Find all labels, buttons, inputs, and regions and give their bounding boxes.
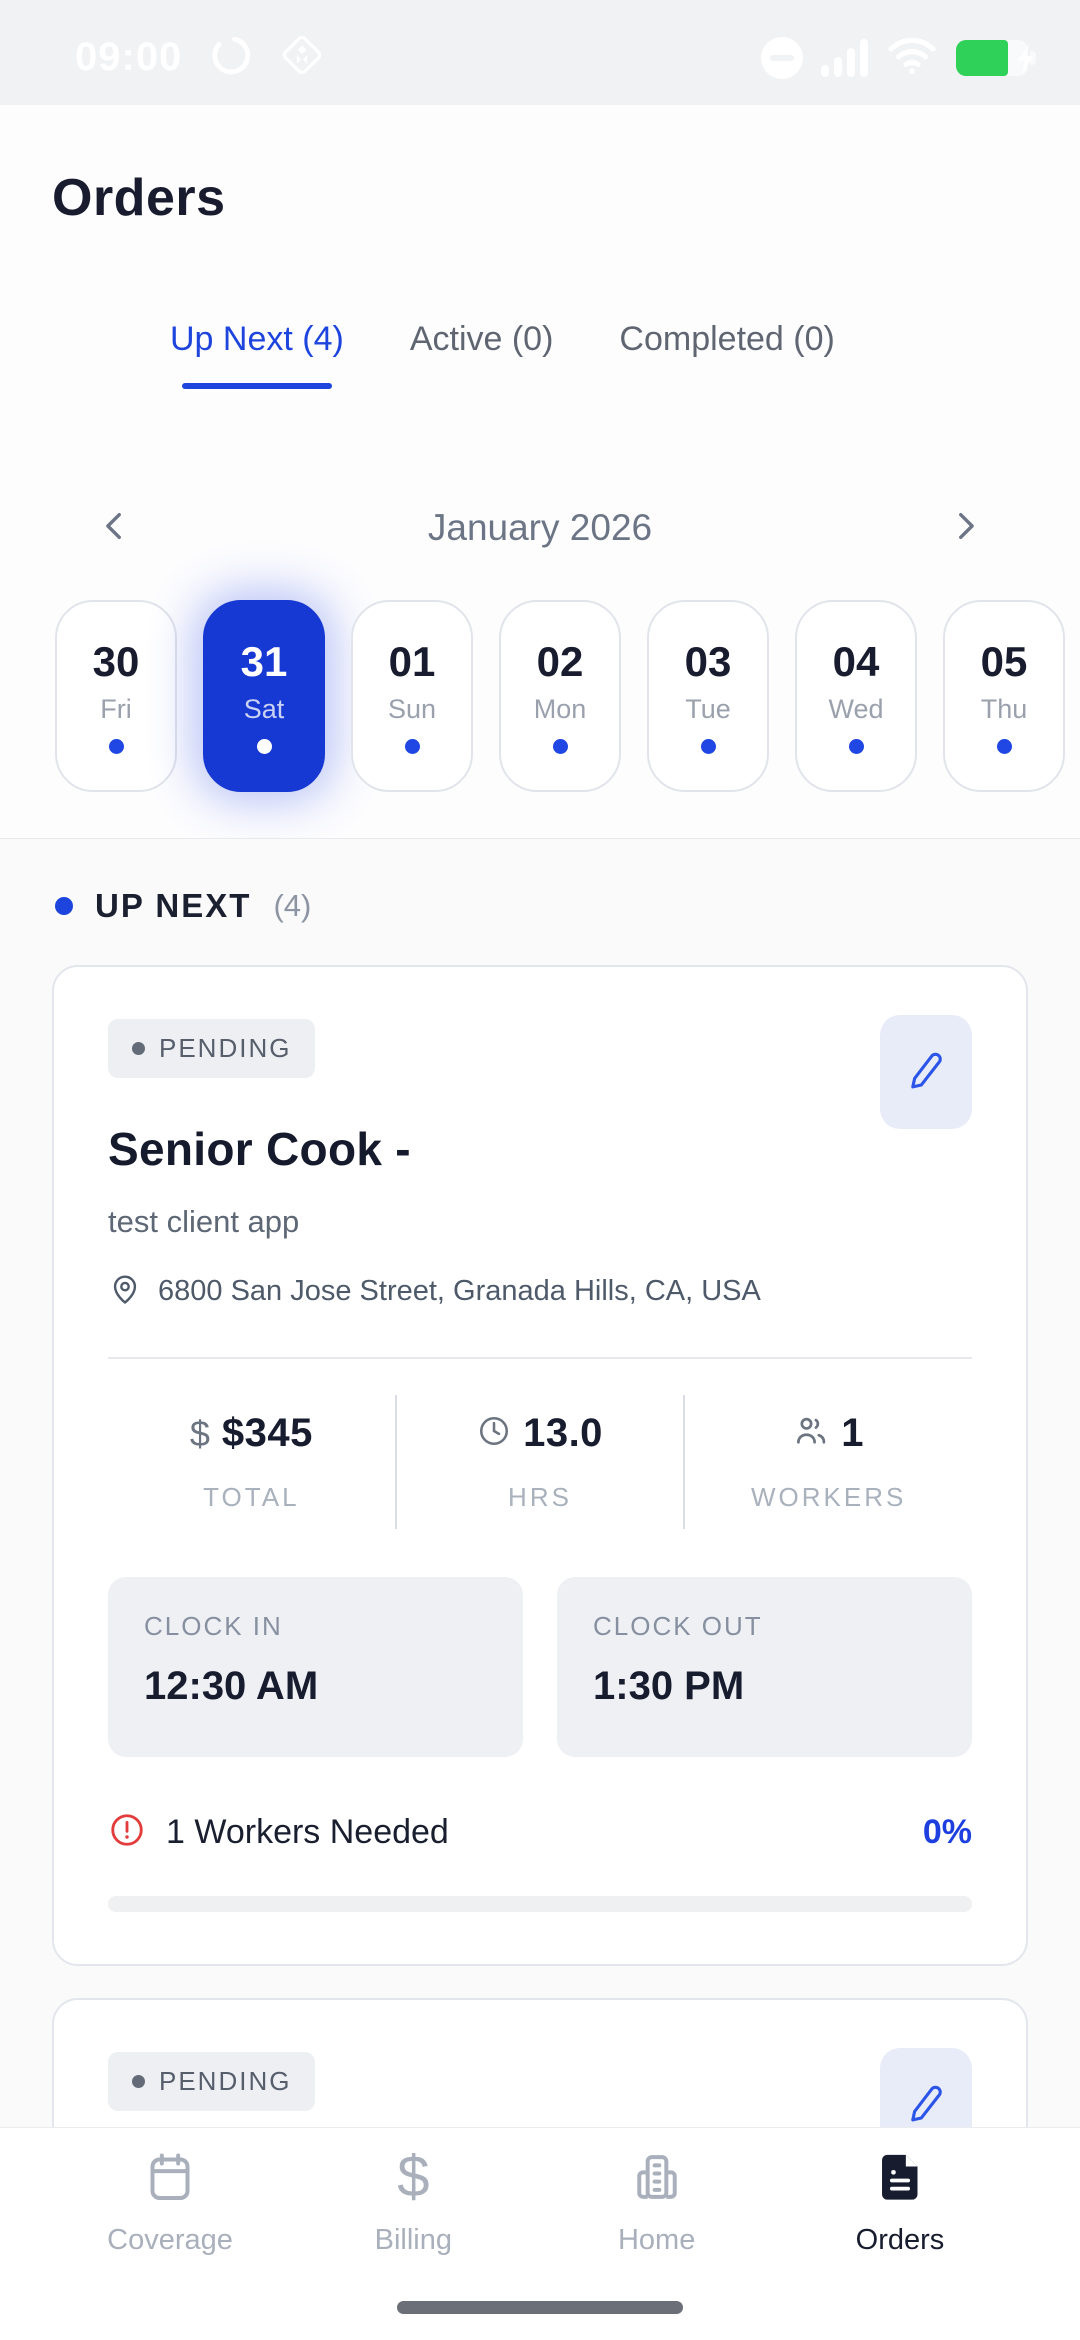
- stat-total: $ $345 TOTAL: [189, 1411, 313, 1512]
- day-card-31-selected[interactable]: 31 Sat: [203, 600, 325, 792]
- section-count: (4): [273, 888, 312, 923]
- battery-charging-icon: [956, 39, 1036, 76]
- order-tabs: Up Next (4) Active (0) Completed (0): [170, 320, 835, 389]
- orders-list-section: UP NEXT (4) PENDING Senior Cook - test c…: [0, 838, 1080, 2340]
- card-divider: [108, 1357, 972, 1359]
- section-header: UP NEXT (4): [0, 839, 1080, 925]
- status-dot: [132, 2075, 145, 2088]
- nav-item-coverage[interactable]: Coverage: [70, 2146, 270, 2340]
- nav-item-orders[interactable]: Orders: [800, 2146, 1000, 2340]
- home-indicator[interactable]: [397, 2301, 683, 2314]
- chevron-right-icon[interactable]: [948, 509, 982, 548]
- clock-times-row: CLOCK IN 12:30 AM CLOCK OUT 1:30 PM: [108, 1577, 972, 1757]
- order-address: 6800 San Jose Street, Granada Hills, CA,…: [158, 1275, 761, 1307]
- pencil-icon: [904, 1048, 948, 1097]
- status-badge: PENDING: [108, 2052, 316, 2111]
- order-client: test client app: [108, 1204, 300, 1239]
- active-tab-underline: [181, 383, 332, 389]
- day-card-05[interactable]: 05 Thu: [943, 600, 1065, 792]
- calendar-icon: [142, 2146, 198, 2208]
- do-not-disturb-icon: [761, 36, 803, 79]
- clock-out-box: CLOCK OUT 1:30 PM: [557, 1577, 972, 1757]
- day-card-04[interactable]: 04 Wed: [795, 600, 917, 792]
- fill-progress-bar: [108, 1896, 972, 1912]
- tab-active[interactable]: Active (0): [409, 320, 554, 358]
- shift-dot: [848, 739, 864, 754]
- stat-hours: 13.0 HRS: [394, 1395, 684, 1529]
- fill-percent: 0%: [922, 1813, 972, 1851]
- status-time: 09:00: [75, 35, 183, 79]
- nav-item-home[interactable]: Home: [557, 2146, 757, 2340]
- shift-dot: [404, 739, 420, 754]
- section-title: UP NEXT: [95, 887, 252, 924]
- signal-icon: [821, 38, 868, 77]
- diamond-icon: [278, 31, 326, 84]
- chevron-left-icon[interactable]: [98, 509, 132, 548]
- wifi-icon: [886, 34, 938, 81]
- dollar-icon: $: [189, 1412, 210, 1454]
- building-icon: [629, 2146, 685, 2208]
- page-title: Orders: [52, 169, 226, 227]
- status-bar: 09:00: [0, 0, 1080, 105]
- workers-needed-text: 1 Workers Needed: [166, 1813, 449, 1851]
- sync-icon: [208, 33, 252, 82]
- shift-dot: [108, 739, 124, 754]
- clock-icon: [477, 1414, 511, 1453]
- document-icon: [872, 2146, 928, 2208]
- status-badge: PENDING: [108, 1019, 316, 1078]
- location-pin-icon: [108, 1272, 142, 1311]
- alert-icon: [108, 1811, 146, 1854]
- month-label: January 2026: [427, 507, 653, 548]
- day-card-03[interactable]: 03 Tue: [647, 600, 769, 792]
- day-carousel: 30 Fri 31 Sat 01 Sun 02 Mon 03 Tue 04 We…: [55, 600, 1065, 792]
- shift-dot: [996, 739, 1012, 754]
- edit-order-button[interactable]: [880, 1015, 972, 1129]
- nav-item-billing[interactable]: $ Billing: [374, 2144, 453, 2257]
- shift-dot: [700, 739, 716, 754]
- day-card-01[interactable]: 01 Sun: [351, 600, 473, 792]
- month-navigation: January 2026: [0, 498, 1080, 558]
- clock-in-box: CLOCK IN 12:30 AM: [108, 1577, 523, 1757]
- shift-dot: [256, 739, 272, 754]
- order-address-row: 6800 San Jose Street, Granada Hills, CA,…: [108, 1272, 972, 1311]
- day-card-30[interactable]: 30 Fri: [55, 600, 177, 792]
- dollar-icon: $: [397, 2144, 430, 2209]
- order-title: Senior Cook -: [108, 1123, 411, 1175]
- tab-up-next[interactable]: Up Next (4): [170, 320, 344, 389]
- section-bullet-dot: [55, 897, 73, 915]
- tab-completed[interactable]: Completed (0): [619, 320, 835, 358]
- day-card-02[interactable]: 02 Mon: [499, 600, 621, 792]
- order-stats: $ $345 TOTAL 13.0 HRS: [108, 1395, 972, 1529]
- workers-needed-row: 1 Workers Needed 0%: [108, 1811, 972, 1854]
- status-dot: [132, 1042, 145, 1055]
- workers-icon: [793, 1413, 829, 1454]
- pencil-icon: [904, 2081, 948, 2130]
- shift-dot: [552, 739, 568, 754]
- order-card[interactable]: PENDING Senior Cook - test client app 68…: [52, 965, 1028, 1966]
- stat-workers: 1 WORKERS: [683, 1395, 972, 1529]
